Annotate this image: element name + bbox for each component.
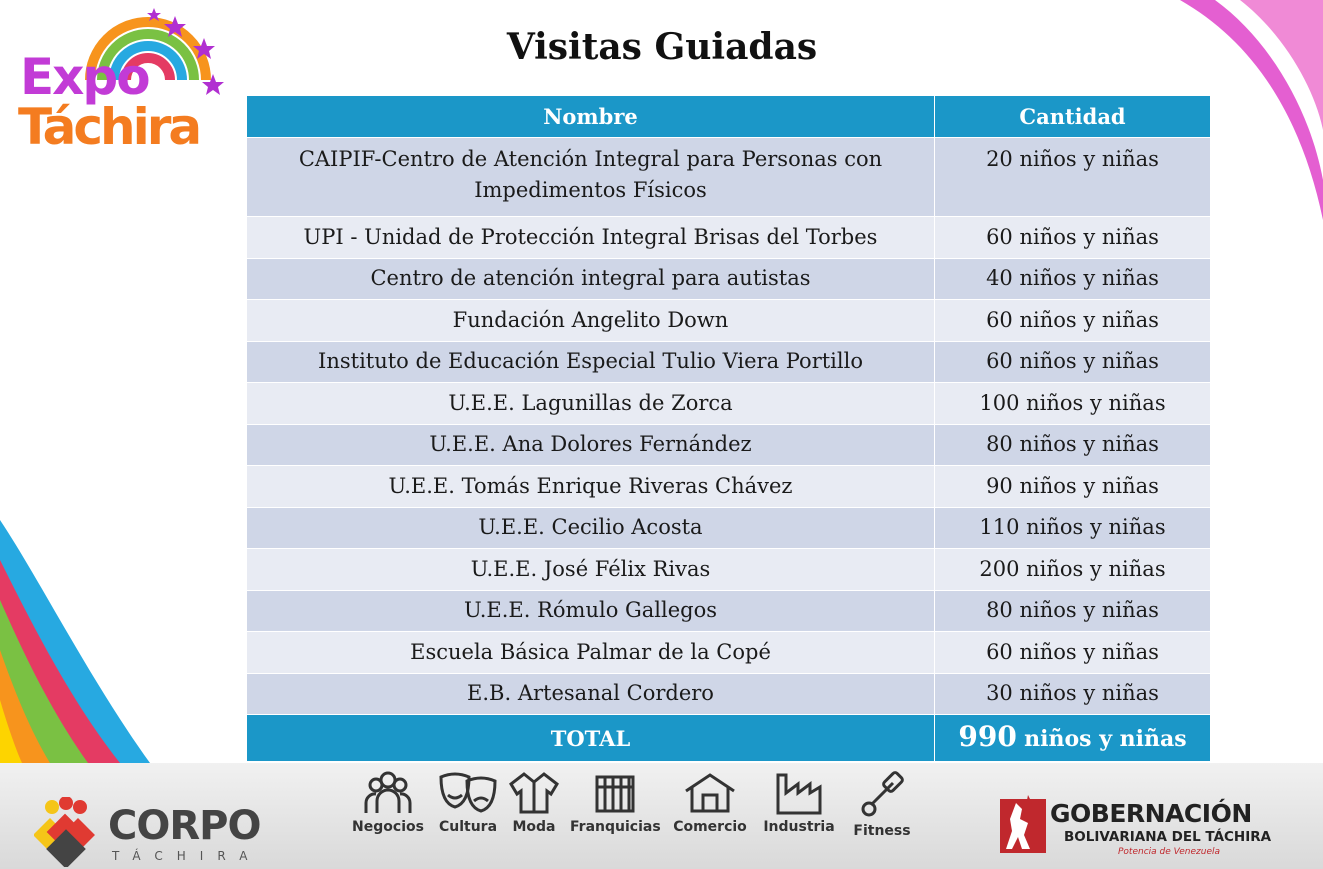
table-row: Centro de atención integral para autista… bbox=[246, 257, 1211, 300]
row-cantidad: 60 niños y niñas bbox=[934, 340, 1211, 383]
table-row: Escuela Básica Palmar de la Copé 60 niños… bbox=[246, 631, 1211, 674]
expo-tachira-logo: Expo Táchira bbox=[8, 8, 238, 158]
corpo-tachira-logo: CORPO TÁCHIRA bbox=[34, 797, 274, 867]
row-nombre: U.E.E. José Félix Rivas bbox=[246, 548, 935, 591]
jacket-icon bbox=[509, 772, 559, 814]
row-nombre: Fundación Angelito Down bbox=[246, 299, 935, 342]
row-cantidad: 30 niños y niñas bbox=[934, 672, 1211, 715]
column-header-nombre: Nombre bbox=[246, 95, 935, 138]
logo-expo-text: Expo bbox=[20, 48, 151, 106]
table-row: U.E.E. Cecilio Acosta 110 niños y niñas bbox=[246, 506, 1211, 549]
total-row: TOTAL 990 niños y niñas bbox=[246, 714, 1211, 762]
corpo-sub: TÁCHIRA bbox=[112, 849, 262, 863]
category-label: Fitness bbox=[853, 823, 911, 839]
theater-masks-icon bbox=[439, 772, 497, 813]
row-cantidad: 60 niños y niñas bbox=[934, 299, 1211, 342]
gobernacion-emblem-icon bbox=[1000, 795, 1046, 853]
category-label: Negocios bbox=[352, 819, 424, 835]
row-nombre: CAIPIF-Centro de Atención Integral para … bbox=[246, 137, 935, 217]
category-negocios: Negocios bbox=[343, 771, 433, 835]
row-cantidad: 90 niños y niñas bbox=[934, 465, 1211, 508]
row-cantidad: 40 niños y niñas bbox=[934, 257, 1211, 300]
row-cantidad: 60 niños y niñas bbox=[934, 216, 1211, 259]
dumbbell-icon bbox=[861, 771, 904, 817]
row-cantidad: 80 niños y niñas bbox=[934, 589, 1211, 632]
table-row: U.E.E. Rómulo Gallegos 80 niños y niñas bbox=[246, 589, 1211, 632]
house-shop-icon bbox=[685, 773, 735, 813]
row-cantidad: 100 niños y niñas bbox=[934, 382, 1211, 425]
total-number: 990 bbox=[958, 720, 1017, 753]
visits-table: Nombre Cantidad CAIPIF-Centro de Atenció… bbox=[246, 95, 1211, 762]
table-row: CAIPIF-Centro de Atención Integral para … bbox=[246, 137, 1211, 217]
total-label: TOTAL bbox=[246, 714, 935, 762]
row-nombre: Instituto de Educación Especial Tulio Vi… bbox=[246, 340, 935, 383]
storefront-icon bbox=[595, 775, 635, 813]
row-nombre: UPI - Unidad de Protección Integral Bris… bbox=[246, 216, 935, 259]
category-fitness: Fitness bbox=[837, 771, 927, 839]
category-label: Industria bbox=[763, 819, 835, 835]
corpo-people-icon bbox=[34, 797, 95, 867]
column-header-cantidad: Cantidad bbox=[934, 95, 1211, 138]
table-row: E.B. Artesanal Cordero 30 niños y niñas bbox=[246, 672, 1211, 715]
row-cantidad: 60 niños y niñas bbox=[934, 631, 1211, 674]
total-value: 990 niños y niñas bbox=[934, 714, 1211, 762]
gobernacion-logo: GOBERNACIÓN BOLIVARIANA DEL TÁCHIRA Pote… bbox=[998, 791, 1298, 857]
category-cultura: Cultura bbox=[423, 771, 513, 835]
table-row: U.E.E. José Félix Rivas 200 niños y niñas bbox=[246, 548, 1211, 591]
gobernacion-subtitle: BOLIVARIANA DEL TÁCHIRA bbox=[1064, 829, 1272, 845]
factory-icon bbox=[776, 773, 822, 815]
table-row: U.E.E. Lagunillas de Zorca 100 niños y ni… bbox=[246, 382, 1211, 425]
table-row: Instituto de Educación Especial Tulio Vi… bbox=[246, 340, 1211, 383]
row-cantidad: 110 niños y niñas bbox=[934, 506, 1211, 549]
table-body: CAIPIF-Centro de Atención Integral para … bbox=[246, 137, 1211, 715]
gobernacion-tagline: Potencia de Venezuela bbox=[1118, 847, 1221, 857]
table-row: U.E.E. Tomás Enrique Riveras Chávez 90 ni… bbox=[246, 465, 1211, 508]
row-cantidad: 20 niños y niñas bbox=[934, 137, 1211, 217]
people-group-icon bbox=[364, 771, 412, 813]
category-label: Cultura bbox=[438, 819, 498, 835]
row-nombre: U.E.E. Cecilio Acosta bbox=[246, 506, 935, 549]
table-header-row: Nombre Cantidad bbox=[246, 95, 1211, 138]
category-franquicias: Franquicias bbox=[570, 771, 661, 835]
row-nombre: U.E.E. Rómulo Gallegos bbox=[246, 589, 935, 632]
category-comercio: Comercio bbox=[665, 771, 755, 835]
category-industria: Industria bbox=[754, 771, 844, 835]
footer-bar: CORPO TÁCHIRA Negocios Cultura bbox=[0, 763, 1323, 869]
total-unit: niños y niñas bbox=[1024, 726, 1187, 752]
category-label: Franquicias bbox=[570, 819, 661, 835]
row-nombre: Escuela Básica Palmar de la Copé bbox=[246, 631, 935, 674]
row-nombre: E.B. Artesanal Cordero bbox=[246, 672, 935, 715]
table-row: U.E.E. Ana Dolores Fernández 80 niños y n… bbox=[246, 423, 1211, 466]
table-row: UPI - Unidad de Protección Integral Bris… bbox=[246, 216, 1211, 259]
row-nombre: U.E.E. Lagunillas de Zorca bbox=[246, 382, 935, 425]
rainbow-stars-icon bbox=[85, 8, 224, 95]
row-cantidad: 200 niños y niñas bbox=[934, 548, 1211, 591]
row-nombre: U.E.E. Ana Dolores Fernández bbox=[246, 423, 935, 466]
category-label: Moda bbox=[512, 819, 556, 835]
category-label: Comercio bbox=[673, 819, 747, 835]
row-cantidad: 80 niños y niñas bbox=[934, 423, 1211, 466]
category-moda: Moda bbox=[489, 771, 579, 835]
row-nombre: U.E.E. Tomás Enrique Riveras Chávez bbox=[246, 465, 935, 508]
gobernacion-title: GOBERNACIÓN bbox=[1050, 799, 1252, 828]
corpo-name: CORPO bbox=[108, 803, 261, 849]
logo-tachira-text: Táchira bbox=[18, 98, 202, 156]
row-nombre: Centro de atención integral para autista… bbox=[246, 257, 935, 300]
page-title: Visitas Guiadas bbox=[506, 26, 818, 68]
table-row: Fundación Angelito Down 60 niños y niñas bbox=[246, 299, 1211, 342]
